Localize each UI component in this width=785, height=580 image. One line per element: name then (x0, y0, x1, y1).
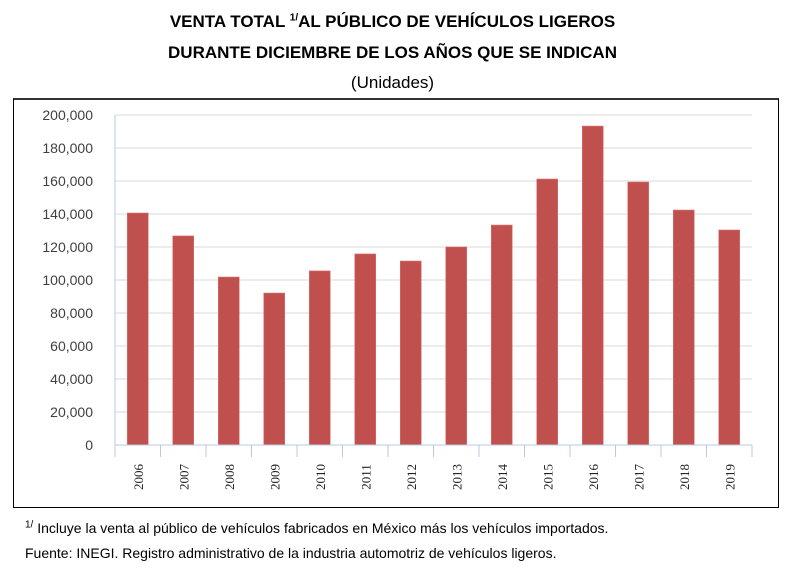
y-tick-label: 200,000 (42, 107, 93, 123)
y-tick-label: 120,000 (42, 239, 93, 255)
bar-2010 (308, 270, 331, 446)
chart-title-line1: VENTA TOTAL 1/AL PÚBLICO DE VEHÍCULOS LI… (0, 12, 785, 32)
y-axis-ticks: 0 20,000 40,000 60,000 80,000 100,000 120,000 1… (42, 107, 93, 453)
x-tick-label: 2012 (404, 464, 419, 490)
y-tick-label: 40,000 (50, 371, 93, 387)
footnote: 1/ Incluye la venta al público de vehícu… (25, 520, 608, 536)
y-tick-label: 180,000 (42, 140, 93, 156)
x-tick-label: 2011 (358, 464, 373, 490)
x-tick-label: 2014 (495, 464, 510, 491)
x-tick-label: 2008 (222, 464, 237, 490)
bar-2014 (490, 224, 513, 446)
x-tick-label: 2017 (631, 464, 646, 491)
bar-2013 (445, 246, 468, 446)
chart-frame (13, 98, 779, 508)
footnote-marker: 1/ (25, 519, 34, 531)
chart-title-line2: DURANTE DICIEMBRE DE LOS AÑOS QUE SE IND… (168, 43, 617, 62)
bar-2011 (354, 253, 377, 446)
title-footnote-marker: 1/ (289, 12, 299, 24)
y-tick-label: 100,000 (42, 272, 93, 288)
y-tick-label: 20,000 (50, 404, 93, 420)
y-tick-label: 80,000 (50, 305, 93, 321)
bar-2017 (627, 181, 650, 446)
source-note: Fuente: INEGI. Registro administrativo d… (25, 545, 557, 561)
chart-units: (Unidades) (350, 73, 435, 92)
x-tick-label: 2010 (313, 464, 328, 490)
footnote-text: Incluye la venta al público de vehículos… (33, 520, 609, 536)
bar-2018 (672, 209, 695, 446)
y-tick-label: 60,000 (50, 338, 93, 354)
x-tick-label: 2018 (677, 464, 692, 490)
title-part: AL PÚBLICO DE VEHÍCULOS LIGEROS (298, 12, 616, 31)
bars (126, 125, 741, 446)
x-tick-label: 2013 (449, 464, 464, 490)
bar-2006 (126, 212, 149, 446)
y-tick-label: 160,000 (42, 173, 93, 189)
bar-2012 (399, 260, 422, 446)
x-tick-label: 2009 (267, 464, 282, 490)
y-tick-label: 0 (85, 437, 93, 453)
bar-2009 (263, 292, 286, 446)
y-tick-label: 140,000 (42, 206, 93, 222)
bar-2016 (581, 125, 604, 446)
bar-2008 (217, 276, 240, 446)
x-tick-label: 2015 (540, 464, 555, 490)
x-tick-label: 2016 (586, 464, 601, 491)
x-axis (114, 115, 753, 457)
x-tick-label: 2007 (176, 464, 191, 491)
x-tick-label: 2019 (722, 464, 737, 490)
gridlines (115, 114, 752, 413)
x-axis-labels: 2006 2007 2008 2009 2010 2011 2012 2013 2014 2015… (131, 464, 738, 491)
x-tick-label: 2006 (131, 464, 146, 491)
bar-2015 (536, 178, 559, 446)
title-part: VENTA TOTAL (169, 12, 290, 31)
bar-2019 (718, 229, 741, 446)
bar-2007 (172, 235, 195, 446)
